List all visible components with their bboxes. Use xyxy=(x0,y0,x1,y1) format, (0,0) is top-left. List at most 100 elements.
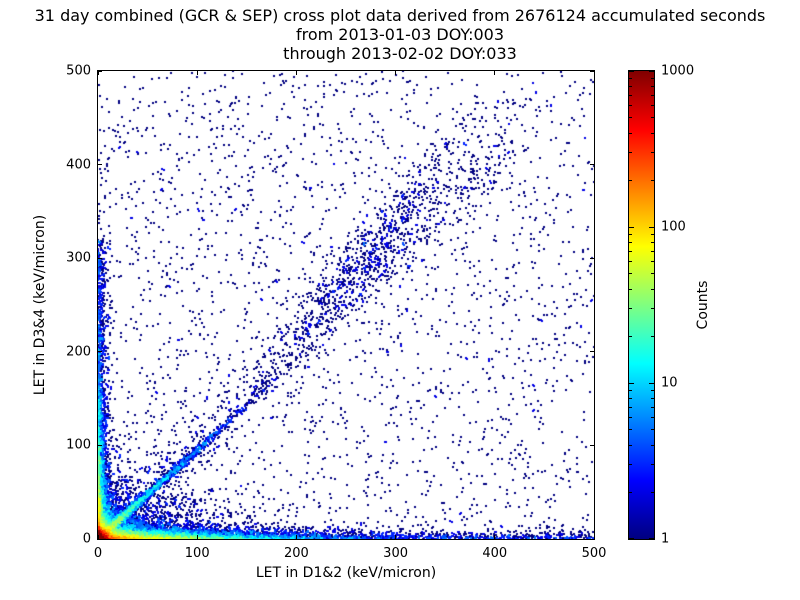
colorbar-tick-label: 10 xyxy=(661,375,678,391)
scatter-canvas xyxy=(98,71,594,539)
y-tick-mark xyxy=(98,70,102,72)
colorbar-minor-tick-mark xyxy=(629,94,632,96)
chart-title-line-2: from 2013-01-03 DOY:003 xyxy=(295,25,504,44)
colorbar-minor-tick-mark xyxy=(629,464,632,466)
y-tick-label: 200 xyxy=(66,344,91,360)
y-tick-mark-right xyxy=(590,257,594,259)
x-tick-mark-top xyxy=(494,71,496,75)
colorbar-minor-tick-mark xyxy=(629,241,632,243)
colorbar-minor-tick-mark xyxy=(629,132,632,134)
x-tick-mark-top xyxy=(97,71,99,75)
y-tick-label: 100 xyxy=(66,437,91,453)
y-tick-mark-right xyxy=(590,538,594,540)
colorbar-tick-label: 1 xyxy=(661,531,670,547)
colorbar-tick-mark xyxy=(629,71,634,72)
colorbar-minor-tick-mark-right xyxy=(651,250,654,252)
x-tick-label: 100 xyxy=(184,546,210,561)
x-tick-label: 300 xyxy=(383,546,409,561)
colorbar-minor-tick-mark xyxy=(629,273,632,275)
colorbar-minor-tick-mark-right xyxy=(651,85,654,87)
colorbar-minor-tick-mark xyxy=(629,288,632,290)
x-axis-label: LET in D1&2 (keV/micron) xyxy=(255,565,437,581)
colorbar-tick-mark xyxy=(629,538,634,539)
colorbar-tick-mark-right xyxy=(649,71,654,72)
x-tick-mark xyxy=(196,535,198,539)
colorbar-minor-tick-mark-right xyxy=(651,335,654,337)
colorbar-minor-tick-mark-right xyxy=(651,233,654,235)
colorbar-minor-tick-mark-right xyxy=(651,77,654,79)
colorbar-minor-tick-mark xyxy=(629,250,632,252)
chart-title: 31 day combined (GCR & SEP) cross plot d… xyxy=(0,6,800,63)
colorbar-minor-tick-mark-right xyxy=(651,179,654,181)
colorbar-minor-tick-mark-right xyxy=(651,241,654,243)
colorbar-tick-label: 100 xyxy=(661,219,686,235)
colorbar-minor-tick-mark-right xyxy=(651,464,654,466)
colorbar-tick-mark-right xyxy=(649,226,654,228)
colorbar-minor-tick-mark-right xyxy=(651,105,654,107)
y-tick-label: 400 xyxy=(66,157,91,173)
colorbar-minor-tick-mark xyxy=(629,105,632,107)
x-tick-label: 500 xyxy=(581,546,607,561)
y-tick-mark xyxy=(98,444,102,446)
colorbar-minor-tick-mark xyxy=(629,444,632,446)
colorbar-minor-tick-mark-right xyxy=(651,288,654,290)
y-tick-mark-right xyxy=(590,351,594,353)
colorbar-minor-tick-mark xyxy=(629,233,632,235)
y-axis-label: LET in D3&4 (keV/micron) xyxy=(32,214,48,396)
colorbar-tick-mark xyxy=(629,382,634,384)
colorbar-tick-mark-right xyxy=(649,538,654,539)
colorbar-tick-mark xyxy=(629,226,634,228)
colorbar-minor-tick-mark xyxy=(629,85,632,87)
colorbar-minor-tick-mark-right xyxy=(651,308,654,310)
colorbar-minor-tick-mark xyxy=(629,389,632,391)
colorbar-tick-mark-right xyxy=(649,382,654,384)
colorbar-tick-label: 1000 xyxy=(661,63,695,79)
x-tick-mark-top xyxy=(395,71,397,75)
colorbar-minor-tick-mark-right xyxy=(651,132,654,134)
colorbar-minor-tick-mark xyxy=(629,397,632,399)
y-tick-mark-right xyxy=(590,70,594,72)
x-tick-mark xyxy=(395,535,397,539)
y-tick-label: 300 xyxy=(66,250,91,266)
x-tick-mark-top xyxy=(295,71,297,75)
colorbar-minor-tick-mark-right xyxy=(651,94,654,96)
y-tick-label: 500 xyxy=(66,63,91,79)
colorbar-minor-tick-mark xyxy=(629,335,632,337)
colorbar-minor-tick-mark xyxy=(629,261,632,263)
colorbar-minor-tick-mark-right xyxy=(651,491,654,493)
chart-title-line-3: through 2013-02-02 DOY:033 xyxy=(283,44,517,63)
colorbar-minor-tick-mark xyxy=(629,406,632,408)
colorbar-minor-tick-mark xyxy=(629,417,632,419)
colorbar-minor-tick-mark-right xyxy=(651,273,654,275)
y-tick-label: 0 xyxy=(82,531,91,547)
x-tick-label: 400 xyxy=(482,546,508,561)
colorbar-minor-tick-mark-right xyxy=(651,406,654,408)
x-tick-mark xyxy=(593,535,595,539)
colorbar-minor-tick-mark xyxy=(629,179,632,181)
colorbar-minor-tick-mark xyxy=(629,77,632,79)
y-tick-mark xyxy=(98,257,102,259)
y-tick-mark xyxy=(98,351,102,353)
colorbar-minor-tick-mark xyxy=(629,308,632,310)
x-tick-label: 0 xyxy=(93,546,103,561)
colorbar-minor-tick-mark-right xyxy=(651,117,654,119)
x-tick-mark xyxy=(494,535,496,539)
x-tick-label: 200 xyxy=(283,546,309,561)
colorbar-minor-tick-mark xyxy=(629,491,632,493)
colorbar-minor-tick-mark xyxy=(629,152,632,154)
x-tick-mark xyxy=(295,535,297,539)
colorbar-minor-tick-mark-right xyxy=(651,261,654,263)
x-tick-mark xyxy=(97,535,99,539)
x-tick-mark-top xyxy=(593,71,595,75)
plot-area xyxy=(97,70,595,540)
colorbar-minor-tick-mark xyxy=(629,117,632,119)
colorbar-minor-tick-mark xyxy=(629,429,632,431)
y-tick-mark-right xyxy=(590,164,594,166)
colorbar-minor-tick-mark-right xyxy=(651,417,654,419)
colorbar-minor-tick-mark-right xyxy=(651,389,654,391)
x-tick-mark-top xyxy=(196,71,198,75)
colorbar-minor-tick-mark-right xyxy=(651,429,654,431)
colorbar-minor-tick-mark-right xyxy=(651,152,654,154)
y-tick-mark-right xyxy=(590,444,594,446)
